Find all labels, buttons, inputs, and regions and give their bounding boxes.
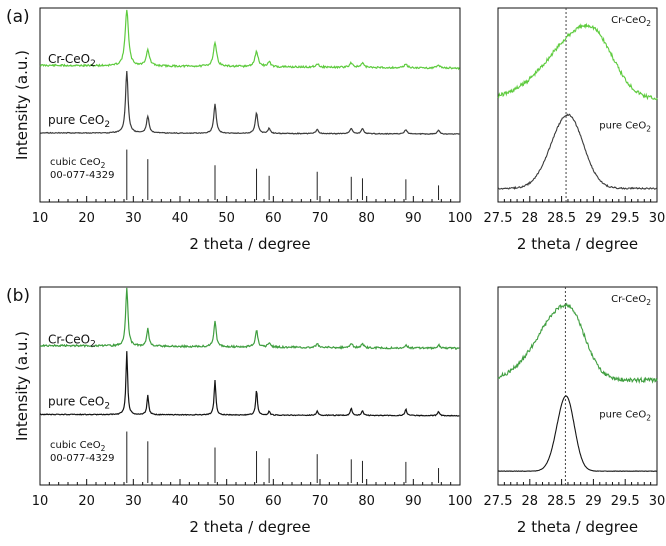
x-axis-label: 2 theta / degree <box>189 235 310 253</box>
zoom-cr-ceo2-label: Cr-CeO2 <box>611 294 651 307</box>
x-tick-label: 70 <box>312 494 329 509</box>
cr-ceo2-pattern <box>39 287 460 351</box>
zoom-x-tick-label: 28 <box>522 211 539 226</box>
zoom-frame <box>497 286 658 486</box>
pure-ceo2-label: pure CeO2 <box>48 113 110 130</box>
reference-code: 00-077-4329 <box>50 170 114 181</box>
reference-name: cubic CeO2 <box>50 157 106 170</box>
x-tick-label: 10 <box>32 494 49 509</box>
x-tick-label: 100 <box>448 211 473 226</box>
x-tick-label: 90 <box>405 211 422 226</box>
x-tick-label: 80 <box>358 494 375 509</box>
zoom-cr-ceo2-label: Cr-CeO2 <box>611 15 651 28</box>
cr-ceo2-label: Cr-CeO2 <box>48 52 96 69</box>
zoom-frame <box>497 7 658 203</box>
zoom-x-tick-label: 29 <box>585 494 602 509</box>
zoom-x-tick-label: 30 <box>649 494 666 509</box>
reference-code: 00-077-4329 <box>50 453 114 464</box>
reference-name: cubic CeO2 <box>50 440 106 453</box>
x-tick-label: 40 <box>172 494 189 509</box>
main-plot: 10 20 30 40 50 60 70 80 90 100 2 theta / degree Int… <box>6 7 472 253</box>
y-axis-label: Intensity (a.u.) <box>13 50 31 160</box>
zoom-cr-ceo2 <box>497 302 658 385</box>
x-tick-label: 20 <box>78 494 95 509</box>
zoom-x-tick-label: 28.5 <box>547 211 576 226</box>
zoom-x-tick-label: 27.5 <box>484 211 513 226</box>
zoom-x-tick-label: 29.5 <box>611 494 640 509</box>
zoom-x-tick-label: 27.5 <box>484 494 513 509</box>
zoom-pure-ceo2-label: pure CeO2 <box>599 410 651 423</box>
panel-b: 10 20 30 40 50 60 70 80 90 100 2 theta / degree Int… <box>6 286 665 536</box>
panel-a: 10 20 30 40 50 60 70 80 90 100 2 theta / degree Int… <box>6 7 665 253</box>
pure-ceo2-label: pure CeO2 <box>48 395 110 412</box>
panel-label: (b) <box>6 286 30 306</box>
main-plot: 10 20 30 40 50 60 70 80 90 100 2 theta / degree Int… <box>6 286 472 536</box>
zoom-x-tick-label: 29 <box>585 211 602 226</box>
zoom-pure-ceo2 <box>497 113 658 190</box>
zoom-plot: 27.5 28 28.5 29 29.5 30 2 theta / degree Cr-CeO… <box>484 286 666 536</box>
plot-frame <box>39 286 461 486</box>
pure-ceo2-pattern <box>39 351 460 417</box>
x-tick-label: 60 <box>265 494 282 509</box>
x-tick-label: 40 <box>172 211 189 226</box>
x-tick-label: 50 <box>218 211 235 226</box>
zoom-x-tick-label: 28.5 <box>547 494 576 509</box>
x-tick-label: 100 <box>448 494 473 509</box>
x-tick-label: 30 <box>125 494 142 509</box>
zoom-x-axis-label: 2 theta / degree <box>517 235 638 253</box>
y-axis-label: Intensity (a.u.) <box>13 331 31 441</box>
x-tick-label: 80 <box>358 211 375 226</box>
x-axis-label: 2 theta / degree <box>189 518 310 536</box>
cr-ceo2-label: Cr-CeO2 <box>48 332 96 349</box>
zoom-cr-ceo2 <box>497 22 658 101</box>
zoom-x-tick-label: 30 <box>649 211 666 226</box>
plot-frame <box>39 7 461 203</box>
panel-label: (a) <box>6 7 30 27</box>
x-tick-label: 60 <box>265 211 282 226</box>
x-tick-label: 10 <box>32 211 49 226</box>
x-tick-label: 20 <box>78 211 95 226</box>
zoom-x-axis-label: 2 theta / degree <box>517 518 638 536</box>
pure-ceo2-pattern <box>39 71 460 136</box>
zoom-plot: 27.5 28 28.5 29 29.5 30 2 theta / degree Cr-CeO… <box>484 7 666 253</box>
cr-ceo2-pattern <box>39 9 460 71</box>
x-tick-label: 90 <box>405 494 422 509</box>
zoom-pure-ceo2 <box>497 395 658 472</box>
zoom-x-tick-label: 28 <box>522 494 539 509</box>
x-tick-label: 30 <box>125 211 142 226</box>
zoom-pure-ceo2-label: pure CeO2 <box>599 120 651 133</box>
x-tick-label: 70 <box>312 211 329 226</box>
zoom-x-tick-label: 29.5 <box>611 211 640 226</box>
x-tick-label: 50 <box>218 494 235 509</box>
